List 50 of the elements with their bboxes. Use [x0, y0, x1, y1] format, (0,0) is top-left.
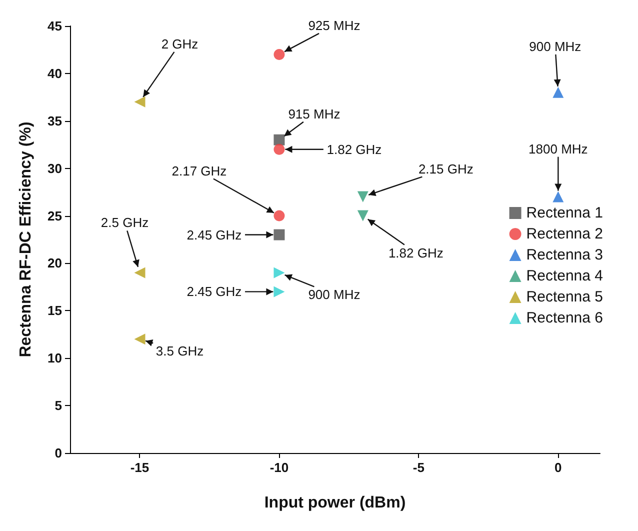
annotation: 1.82 GHz [388, 245, 444, 260]
x-tick-label: -15 [130, 460, 150, 475]
y-tick-label: 10 [48, 350, 62, 366]
annotation: 900 MHz [529, 38, 582, 54]
annotation: 3.5 GHz [156, 344, 204, 359]
point [274, 144, 285, 155]
legend-label: Rectenna 1 [526, 204, 604, 222]
x-axis-title: Input power (dBm) [264, 494, 406, 512]
y-tick-label: 20 [48, 256, 62, 271]
x-tick-label: 0 [554, 460, 562, 475]
y-tick-label: 5 [54, 398, 62, 414]
y-tick-label: 25 [48, 208, 62, 224]
point [274, 134, 285, 146]
annotation: 2 GHz [161, 36, 198, 52]
y-tick-label: 0 [54, 446, 62, 460]
annotation: 915 MHz [288, 106, 340, 122]
point [274, 48, 285, 60]
point [552, 86, 564, 98]
annotation: 900 MHz [308, 287, 360, 302]
y-tick-label: 40 [48, 66, 62, 81]
point [274, 229, 285, 240]
annotation: 2.45 GHz [186, 284, 242, 300]
x-tick-label: -5 [412, 460, 424, 475]
y-tick-label: 35 [48, 113, 62, 128]
annotation: 2.15 GHz [418, 161, 474, 176]
point [134, 334, 146, 345]
legend-label: Rectenna 2 [526, 226, 604, 242]
annotation: 1800 MHz [528, 141, 588, 156]
point [134, 96, 146, 108]
y-tick-label: 45 [48, 18, 62, 34]
legend-label: Rectenna 3 [526, 246, 604, 264]
annotation: 925 MHz [308, 18, 360, 33]
y-tick-label: 30 [48, 160, 62, 176]
legend-label: Rectenna 6 [526, 310, 604, 326]
annotation: 2.17 GHz [172, 163, 227, 178]
annotation: 1.82 GHz [326, 142, 382, 157]
point [274, 210, 285, 222]
legend-label: Rectenna 4 [526, 268, 604, 284]
legend-label: Rectenna 5 [526, 288, 604, 306]
annotation: 2.45 GHz [186, 227, 242, 242]
point [274, 267, 285, 278]
point [274, 286, 285, 298]
x-tick-label: -10 [270, 460, 289, 475]
y-tick-label: 15 [48, 303, 62, 318]
point [552, 191, 564, 202]
y-axis-title: Rectenna RF-DC Efficiency (%) [18, 122, 34, 358]
annotation: 2.5 GHz [100, 215, 149, 230]
point [134, 267, 146, 278]
point [357, 191, 368, 202]
point [357, 210, 368, 222]
